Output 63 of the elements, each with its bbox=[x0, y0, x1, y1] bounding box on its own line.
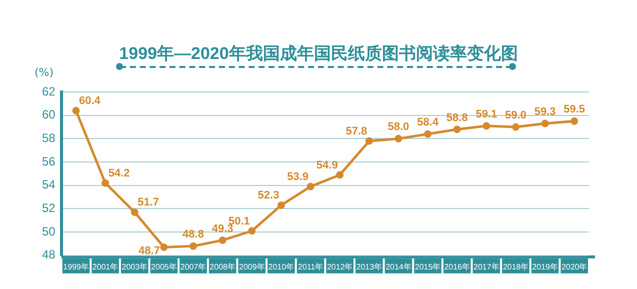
point bbox=[512, 123, 520, 131]
x-tick-label: 2020年 bbox=[561, 262, 588, 272]
point bbox=[248, 227, 256, 235]
x-tick-label: 2019年 bbox=[532, 262, 558, 272]
point bbox=[72, 106, 80, 114]
point bbox=[365, 137, 373, 145]
data-label: 54.9 bbox=[316, 159, 338, 172]
x-tick-label: 2003年 bbox=[122, 262, 148, 272]
point bbox=[394, 134, 402, 142]
point bbox=[190, 242, 198, 250]
x-tick-label: 2010年 bbox=[268, 262, 294, 272]
data-label: 48.8 bbox=[182, 228, 204, 241]
data-label: 57.8 bbox=[346, 126, 368, 138]
point bbox=[570, 117, 578, 125]
point bbox=[277, 201, 285, 209]
data-label: 49.3 bbox=[212, 222, 234, 235]
data-label: 58.0 bbox=[388, 121, 410, 134]
y-tick-label: 56 bbox=[42, 154, 56, 168]
chart-title: 1999年—2020年我国成年国民纸质图书阅读率变化图 bbox=[118, 43, 519, 65]
data-label: 53.9 bbox=[287, 171, 309, 184]
x-tick-label: 2016年 bbox=[444, 262, 470, 272]
data-label: 59.5 bbox=[564, 104, 586, 116]
point bbox=[482, 122, 490, 130]
y-axis-title: (%) bbox=[34, 66, 54, 79]
y-tick-label: 52 bbox=[42, 201, 56, 216]
data-label: 48.7 bbox=[138, 244, 160, 257]
data-label: 59.1 bbox=[476, 108, 498, 120]
x-tick-label: 2012年 bbox=[326, 262, 353, 272]
x-tick-label: 2011年 bbox=[298, 262, 324, 272]
point bbox=[160, 243, 168, 251]
data-label: 52.3 bbox=[258, 190, 280, 202]
y-tick-label: 58 bbox=[42, 131, 56, 145]
point bbox=[424, 130, 432, 138]
point bbox=[541, 120, 549, 128]
x-tick-label: 2005年 bbox=[151, 262, 177, 272]
x-tick-label: 2007年 bbox=[180, 262, 206, 272]
point bbox=[218, 236, 226, 244]
data-label: 58.4 bbox=[417, 116, 440, 129]
x-tick-label: 2014年 bbox=[386, 262, 412, 272]
data-label: 54.2 bbox=[108, 168, 130, 180]
point bbox=[306, 182, 314, 190]
point bbox=[130, 208, 138, 216]
y-tick-label: 62 bbox=[42, 84, 56, 98]
point bbox=[336, 171, 344, 179]
point bbox=[453, 126, 461, 134]
x-tick-label: 1999年 bbox=[63, 262, 89, 272]
point bbox=[102, 179, 110, 187]
x-tick-label: 2001年 bbox=[92, 262, 118, 272]
x-tick-label: 2008年 bbox=[210, 262, 236, 272]
y-tick-label: 50 bbox=[42, 224, 56, 238]
y-tick-label: 54 bbox=[42, 178, 56, 192]
y-tick-label: 60 bbox=[42, 108, 56, 122]
x-tick-label: 2017年 bbox=[474, 262, 500, 272]
x-tick-label: 2018年 bbox=[502, 262, 529, 272]
x-tick-label: 2009年 bbox=[238, 262, 265, 272]
data-label: 51.7 bbox=[138, 196, 160, 209]
data-label: 58.8 bbox=[446, 112, 468, 124]
data-label: 60.4 bbox=[79, 95, 102, 108]
data-label: 59.0 bbox=[505, 110, 526, 122]
data-label: 59.3 bbox=[534, 106, 556, 118]
y-tick-label: 48 bbox=[42, 248, 56, 262]
x-tick-label: 2013年 bbox=[356, 262, 382, 272]
x-tick-label: 2015年 bbox=[414, 262, 441, 272]
